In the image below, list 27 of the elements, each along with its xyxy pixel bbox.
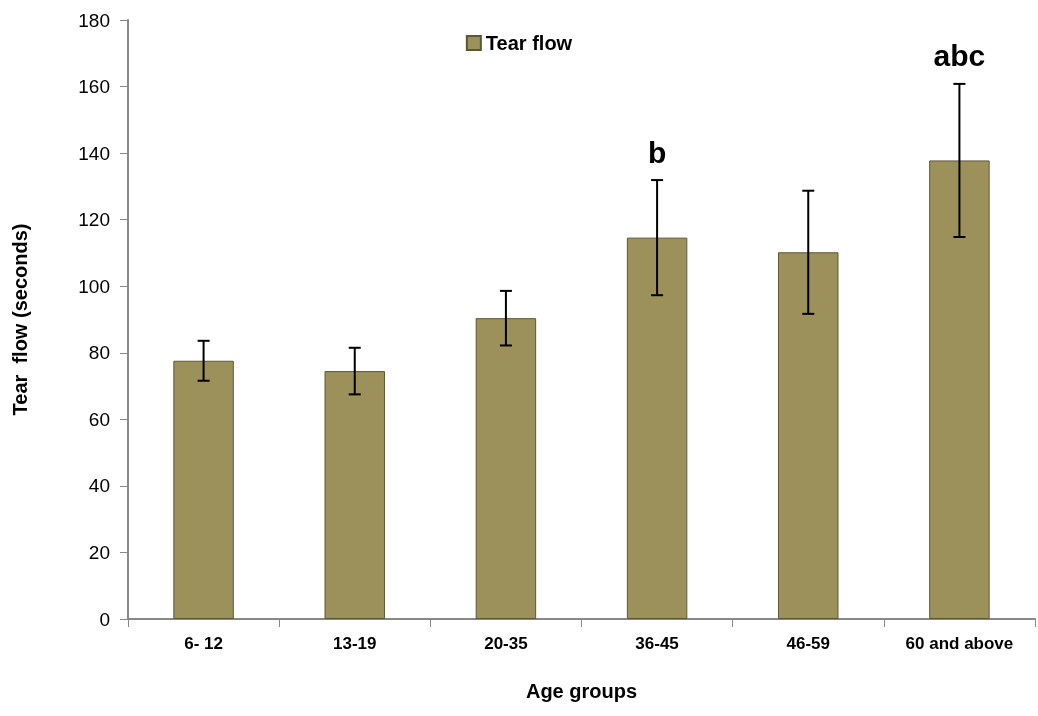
bar [173,360,234,619]
x-axis-title: Age groups [525,680,638,702]
x-tick-label: 46-59 [786,634,830,653]
bar [626,237,688,619]
y-tick-label: 120 [78,209,110,231]
y-tick-label: 160 [78,76,110,98]
y-tick-label: 0 [99,608,110,630]
bar [324,371,385,619]
x-tick-label: 36-45 [635,634,679,653]
annotation: b [647,135,667,169]
y-tick-label: 140 [78,142,110,164]
y-tick-label: 100 [78,275,110,297]
x-tick-label: 13-19 [333,634,377,653]
y-tick-label: 180 [78,9,110,31]
x-tick-label: 6- 12 [184,634,223,653]
y-axis-title: Tear flow (seconds) [9,223,31,416]
y-tick-label: 80 [88,342,110,364]
bar [929,160,990,619]
bar [778,252,839,619]
legend-label: Tear flow [485,32,573,54]
x-tick-label: 60 and above [905,634,1014,653]
y-tick-label: 40 [88,475,110,497]
bar [475,318,537,619]
x-tick-label: 20-35 [484,634,528,653]
y-tick-label: 60 [88,408,110,430]
annotation: abc [933,39,986,73]
y-tick-label: 20 [88,541,110,563]
